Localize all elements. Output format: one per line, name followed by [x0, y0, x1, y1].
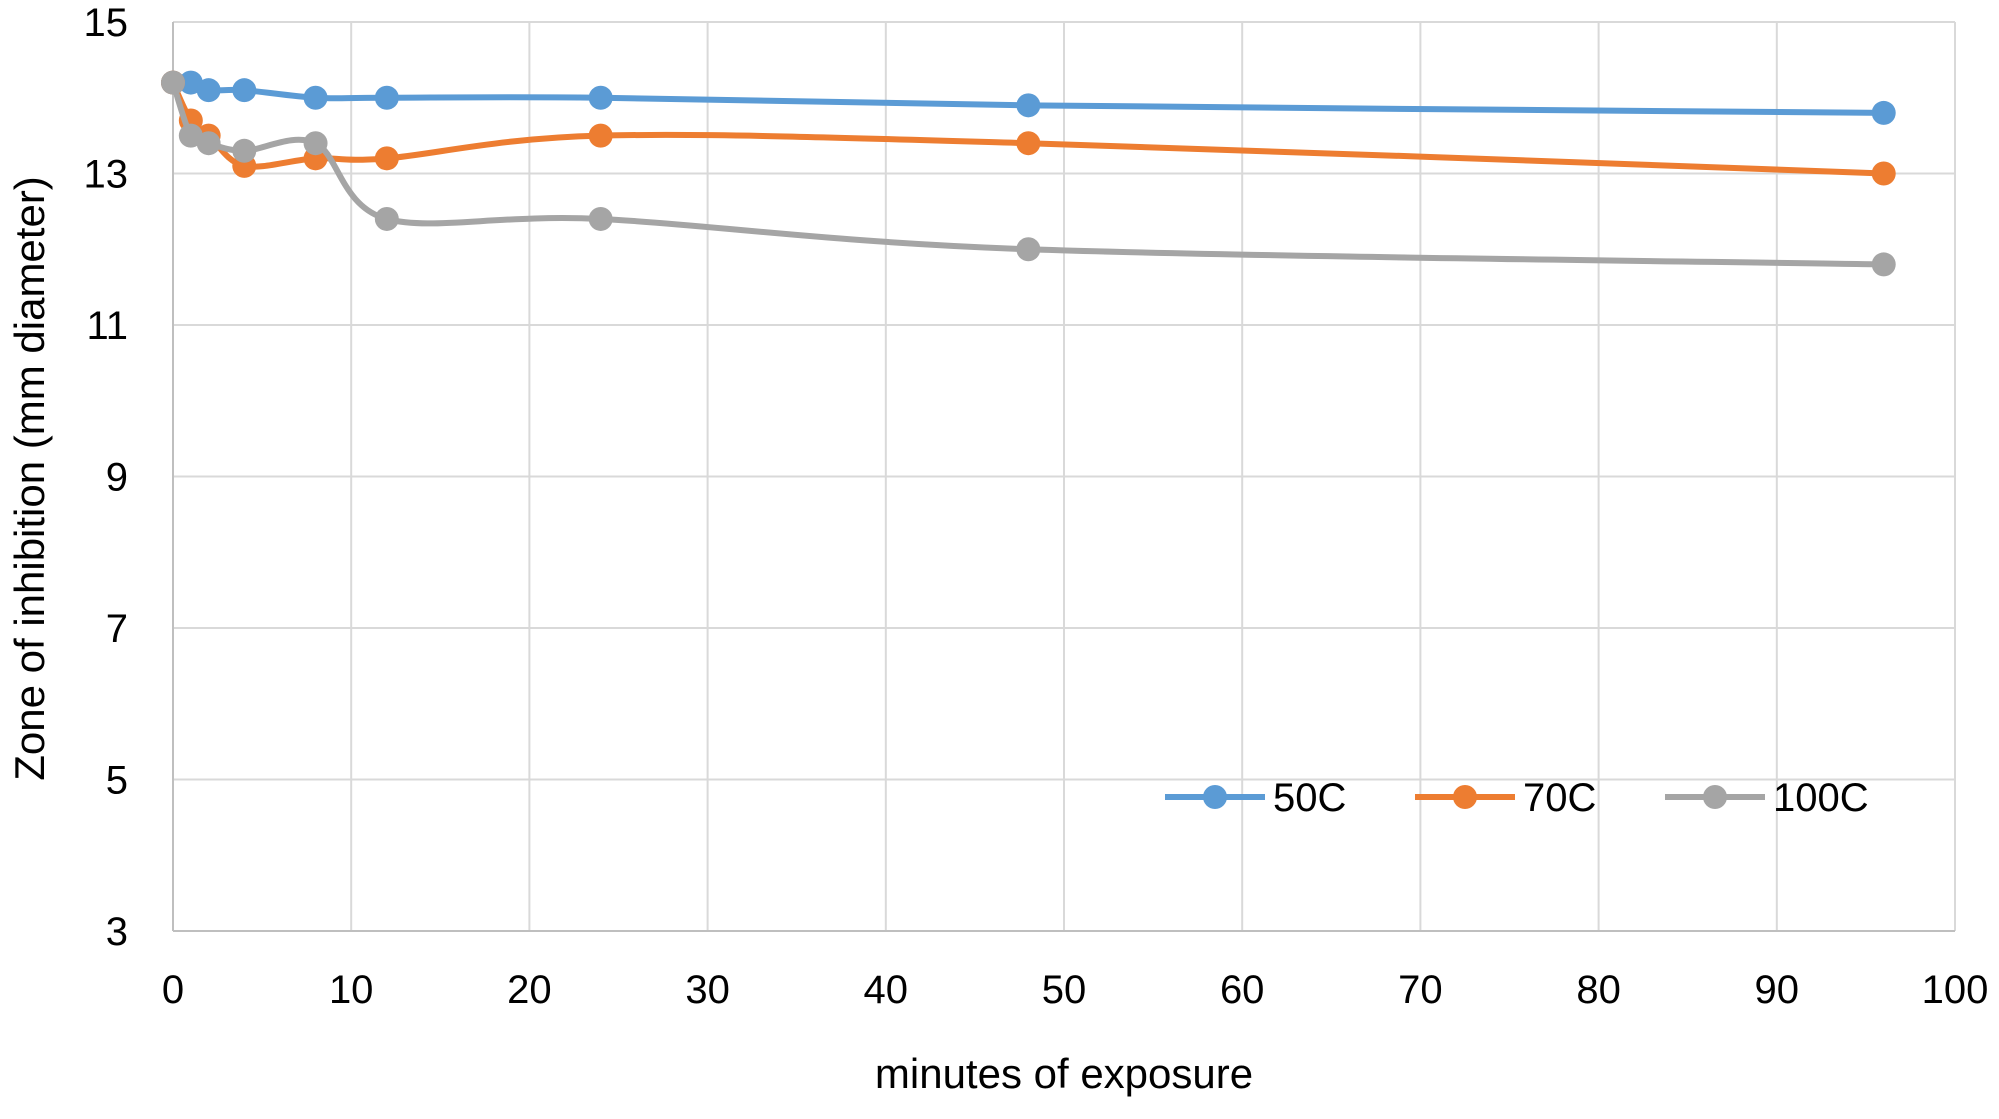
data-point	[303, 131, 328, 156]
data-point	[1016, 131, 1041, 156]
x-tick-label: 40	[864, 968, 909, 1012]
legend-item: 50C	[1165, 776, 1346, 820]
x-tick-label: 50	[1042, 968, 1087, 1012]
y-tick-label: 11	[86, 304, 128, 348]
data-point	[588, 206, 613, 231]
data-point	[303, 85, 328, 110]
data-point	[374, 146, 399, 171]
data-point	[232, 138, 257, 163]
x-tick-label: 0	[162, 968, 184, 1012]
y-tick-label: 15	[84, 1, 129, 45]
x-tick-label: 100	[1922, 968, 1989, 1012]
x-tick-label: 90	[1755, 968, 1800, 1012]
data-point	[588, 85, 613, 110]
y-tick-label: 3	[106, 910, 128, 954]
y-axis-title: Zone of inhibition (mm diameter)	[6, 176, 53, 781]
legend-label: 100C	[1773, 776, 1869, 820]
data-point	[1016, 237, 1041, 262]
data-point	[161, 70, 185, 95]
x-axis-title: minutes of exposure	[875, 1050, 1253, 1097]
data-point	[374, 206, 399, 231]
data-point	[1871, 252, 1896, 277]
data-point	[1016, 93, 1041, 118]
series-100C	[161, 70, 1896, 277]
x-tick-label: 20	[507, 968, 552, 1012]
x-tick-label: 10	[329, 968, 374, 1012]
data-point	[232, 78, 257, 103]
legend-marker	[1203, 785, 1227, 809]
x-tick-label: 80	[1576, 968, 1621, 1012]
legend-label: 70C	[1523, 776, 1596, 820]
y-tick-label: 5	[106, 759, 128, 803]
legend-label: 50C	[1273, 776, 1346, 820]
series-70C	[161, 70, 1896, 186]
legend-marker	[1453, 785, 1477, 809]
grid-layer	[173, 21, 1956, 931]
y-tick-label: 7	[106, 607, 128, 651]
legend-marker	[1703, 785, 1727, 809]
data-point	[588, 123, 613, 148]
data-point	[1871, 161, 1896, 186]
data-point	[196, 131, 221, 156]
x-tick-label: 60	[1220, 968, 1265, 1012]
series-layer	[161, 70, 1896, 277]
y-tick-label: 13	[84, 153, 129, 197]
data-point	[1871, 100, 1896, 125]
data-point	[374, 85, 399, 110]
legend: 50C 70C 100C	[1165, 776, 1869, 820]
series-50C	[161, 70, 1896, 125]
x-tick-label: 30	[685, 968, 730, 1012]
y-tick-label: 9	[106, 456, 128, 500]
data-point	[196, 78, 221, 103]
x-tick-label: 70	[1398, 968, 1443, 1012]
legend-item: 70C	[1415, 776, 1596, 820]
axis-layer: 3 5 7 9 11 13 15 0 10 20 30 40 50 60 70 80 90 100	[84, 1, 1989, 1012]
legend-item: 100C	[1665, 776, 1869, 820]
